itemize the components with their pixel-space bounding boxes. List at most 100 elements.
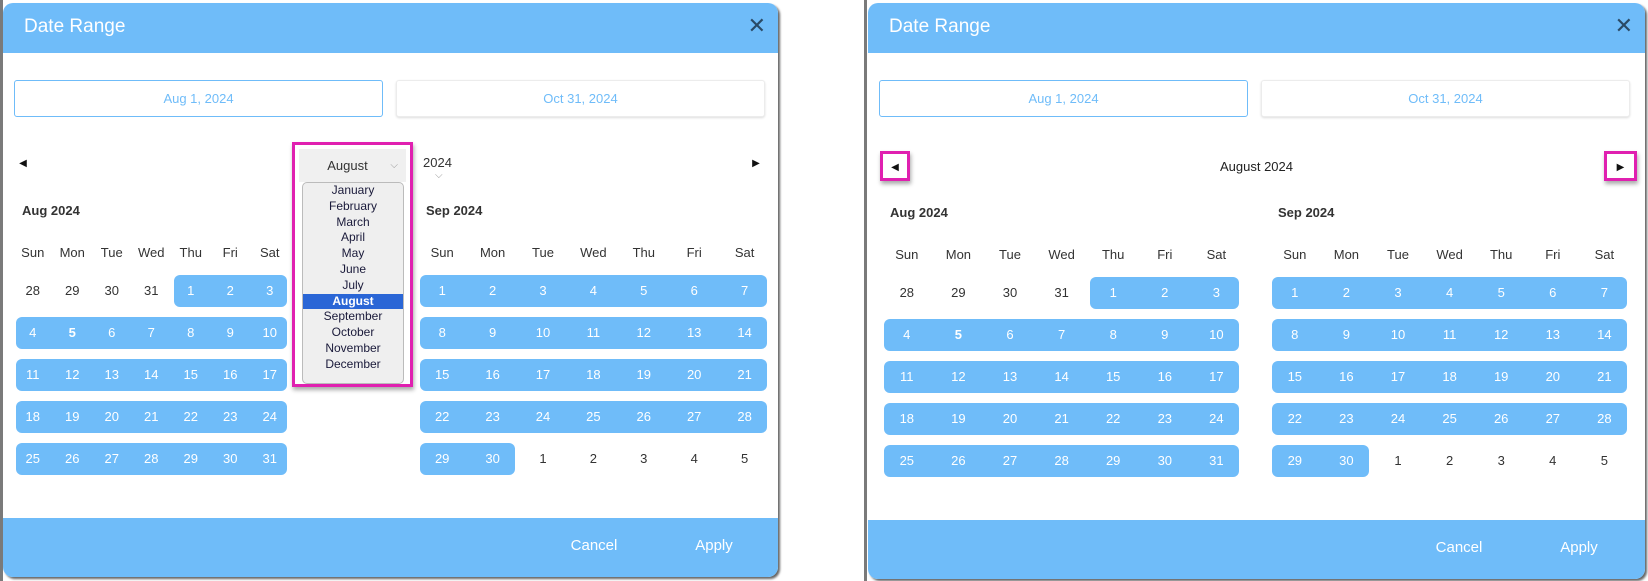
calendar-day[interactable]: 23 xyxy=(485,409,500,424)
calendar-day[interactable]: 29 xyxy=(183,451,198,466)
month-options-list[interactable]: January February March April May June July Augu… xyxy=(302,182,404,384)
month-option[interactable]: November xyxy=(325,340,381,355)
end-date-input[interactable]: Oct 31, 2024 xyxy=(1261,80,1630,117)
calendar-day[interactable]: 14 xyxy=(1054,369,1069,384)
calendar-day[interactable]: 5 xyxy=(1600,453,1608,468)
calendar-day[interactable]: 23 xyxy=(223,409,238,424)
prev-month-icon[interactable]: ◀ xyxy=(880,151,910,181)
calendar-day[interactable]: 10 xyxy=(1209,327,1224,342)
calendar-day[interactable]: 9 xyxy=(1342,327,1350,342)
calendar-day[interactable]: 31 xyxy=(262,451,277,466)
calendar-day[interactable]: 17 xyxy=(1390,369,1406,384)
calendar-day[interactable]: 27 xyxy=(686,409,702,424)
calendar-day[interactable]: 2 xyxy=(488,283,497,298)
calendar-day[interactable]: 21 xyxy=(737,367,752,382)
month-option[interactable]: August xyxy=(303,293,403,310)
calendar-day[interactable]: 14 xyxy=(737,325,752,340)
calendar-day[interactable]: 14 xyxy=(1597,327,1612,342)
calendar-day[interactable]: 20 xyxy=(686,367,702,382)
next-month-icon[interactable]: ▶ xyxy=(752,158,760,169)
calendar-day[interactable]: 3 xyxy=(266,283,274,298)
calendar-day[interactable]: 4 xyxy=(589,283,597,298)
calendar-day[interactable]: 10 xyxy=(1390,327,1406,342)
calendar-day[interactable]: 31 xyxy=(144,283,159,298)
calendar-day[interactable]: 16 xyxy=(485,367,500,382)
calendar-day[interactable]: 18 xyxy=(25,409,40,424)
calendar-day[interactable]: 21 xyxy=(144,409,159,424)
calendar-day[interactable]: 4 xyxy=(29,325,37,340)
calendar-day[interactable]: 15 xyxy=(1105,369,1121,384)
calendar-day[interactable]: 27 xyxy=(1545,411,1561,426)
calendar-day[interactable]: 23 xyxy=(1157,411,1173,426)
calendar-day[interactable]: 13 xyxy=(1545,327,1561,342)
calendar-day[interactable]: 18 xyxy=(899,411,915,426)
calendar-day[interactable]: 26 xyxy=(636,409,652,424)
month-option[interactable]: January xyxy=(331,183,375,197)
calendar-day[interactable]: 1 xyxy=(438,283,446,298)
month-option[interactable]: September xyxy=(323,309,383,324)
calendar-day[interactable]: 1 xyxy=(187,283,195,298)
calendar-day[interactable]: 9 xyxy=(226,325,234,340)
calendar-day[interactable]: 10 xyxy=(262,325,277,340)
calendar-day[interactable]: 2 xyxy=(226,283,234,298)
calendar-day[interactable]: 11 xyxy=(26,367,40,382)
calendar-day[interactable]: 30 xyxy=(223,451,238,466)
calendar-day[interactable]: 5 xyxy=(1497,285,1505,300)
calendar-day[interactable]: 25 xyxy=(899,453,915,468)
prev-month-icon[interactable]: ◀ xyxy=(19,158,27,169)
calendar-day[interactable]: 3 xyxy=(640,451,648,466)
calendar-day[interactable]: 30 xyxy=(104,283,119,298)
calendar-day[interactable]: 9 xyxy=(1161,327,1169,342)
month-option[interactable]: June xyxy=(339,261,367,276)
calendar-day[interactable]: 19 xyxy=(636,367,652,382)
calendar-day[interactable]: 5 xyxy=(954,327,962,342)
calendar-day[interactable]: 5 xyxy=(740,451,749,466)
calendar-day[interactable]: 13 xyxy=(1002,369,1018,384)
calendar-day[interactable]: 1 xyxy=(1109,285,1117,300)
calendar-day[interactable]: 14 xyxy=(144,367,159,382)
calendar-day[interactable]: 4 xyxy=(1445,285,1454,300)
month-option[interactable]: July xyxy=(342,277,364,292)
calendar-day[interactable]: 5 xyxy=(640,283,648,298)
calendar-day[interactable]: 8 xyxy=(438,325,446,340)
calendar-day[interactable]: 15 xyxy=(183,367,198,382)
calendar-day[interactable]: 25 xyxy=(25,451,40,466)
calendar-day[interactable]: 16 xyxy=(1339,369,1354,384)
calendar-day[interactable]: 19 xyxy=(1493,369,1509,384)
calendar-day[interactable]: 2 xyxy=(589,451,597,466)
calendar-day[interactable]: 17 xyxy=(1209,369,1224,384)
calendar-day[interactable]: 20 xyxy=(104,409,119,424)
apply-button[interactable]: Apply xyxy=(695,537,733,554)
calendar-day[interactable]: 7 xyxy=(1057,327,1066,342)
calendar-day[interactable]: 1 xyxy=(1394,453,1402,468)
month-option[interactable]: April xyxy=(340,230,365,245)
calendar-day[interactable]: 25 xyxy=(1442,411,1457,426)
calendar-day[interactable]: 6 xyxy=(1006,327,1014,342)
calendar-day[interactable]: 11 xyxy=(586,325,601,340)
month-option[interactable]: May xyxy=(341,246,365,261)
calendar-day[interactable]: 2 xyxy=(1445,453,1454,468)
calendar-day[interactable]: 4 xyxy=(1549,453,1557,468)
month-option[interactable]: March xyxy=(336,214,370,229)
calendar-day[interactable]: 12 xyxy=(1493,327,1509,342)
calendar-day[interactable]: 8 xyxy=(1291,327,1299,342)
calendar-day[interactable]: 9 xyxy=(488,325,497,340)
calendar-day[interactable]: 22 xyxy=(434,409,450,424)
calendar-day[interactable]: 15 xyxy=(434,367,450,382)
calendar-day[interactable]: 20 xyxy=(1545,369,1561,384)
calendar-day[interactable]: 23 xyxy=(1339,411,1354,426)
calendar-day[interactable]: 15 xyxy=(1287,369,1303,384)
calendar-day[interactable]: 28 xyxy=(899,285,915,300)
calendar-day[interactable]: 6 xyxy=(1549,285,1557,300)
calendar-day[interactable]: 1 xyxy=(1291,285,1299,300)
calendar-day[interactable]: 16 xyxy=(223,367,238,382)
calendar-day[interactable]: 22 xyxy=(183,409,198,424)
calendar-day[interactable]: 22 xyxy=(1105,411,1121,426)
calendar-day[interactable]: 3 xyxy=(1212,285,1220,300)
calendar-day[interactable]: 3 xyxy=(539,283,547,298)
calendar-day[interactable]: 28 xyxy=(1054,453,1069,468)
calendar-day[interactable]: 20 xyxy=(1002,411,1018,426)
calendar-day[interactable]: 24 xyxy=(1390,411,1406,426)
calendar-day[interactable]: 4 xyxy=(690,451,698,466)
calendar-day[interactable]: 8 xyxy=(1109,327,1117,342)
